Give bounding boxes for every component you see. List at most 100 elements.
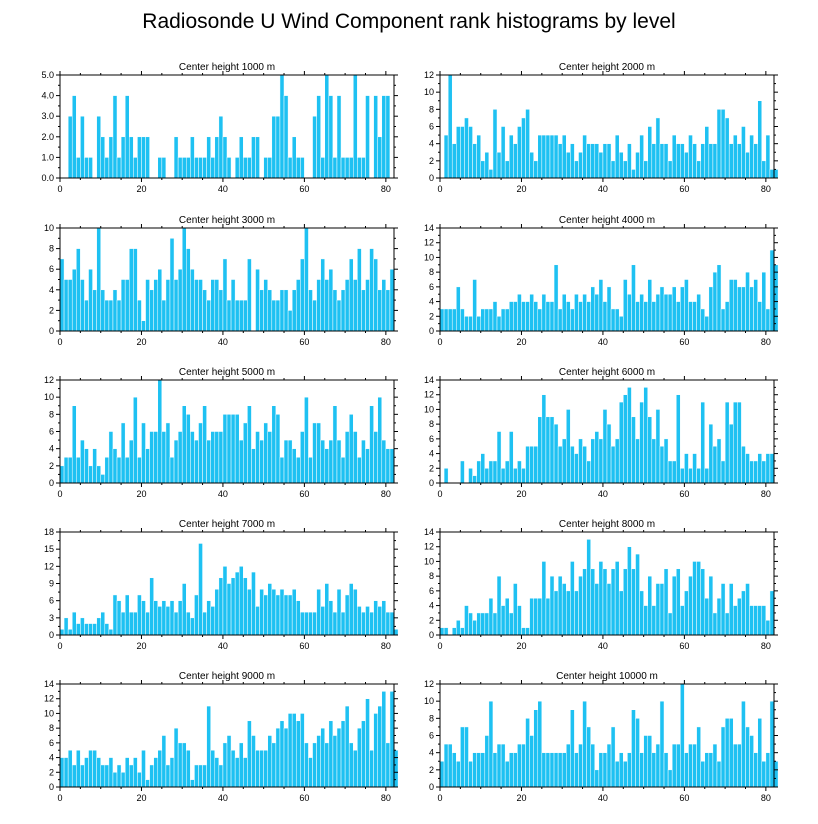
histogram-bar [574,160,579,179]
histogram-bar [369,405,374,484]
histogram-bar [557,308,563,332]
histogram-bar [271,299,277,332]
histogram-bar [324,279,330,332]
histogram-bar [88,749,93,788]
histogram-bar [320,606,325,636]
histogram-bar [190,136,195,179]
histogram-bar [578,575,583,636]
histogram-bar [574,590,579,636]
histogram-bar [300,258,305,332]
histogram-bar [476,460,481,484]
histogram-bar [500,126,506,179]
histogram-bar [594,431,600,484]
histogram-bar [496,575,502,636]
histogram-bar [161,431,167,484]
histogram-bar [291,448,297,484]
histogram-bar [635,718,640,788]
histogram-bar [149,289,154,332]
panel-title: Center height 9000 m [179,671,275,682]
histogram-bar [275,594,281,636]
histogram-bar [255,749,260,788]
histogram-bar [472,620,477,636]
histogram-bar [557,143,563,179]
x-tick-label: 20 [516,793,526,803]
x-tick-label: 20 [136,641,146,651]
histogram-bar [259,439,264,484]
histogram-bar [639,590,644,636]
histogram-bar [553,264,559,332]
histogram-bar [365,606,370,636]
histogram-bar [614,561,620,636]
histogram-bar [169,757,175,788]
histogram-bar [460,627,465,636]
x-tick-label: 20 [516,641,526,651]
histogram-bar [133,611,138,636]
histogram-bar [549,575,555,636]
histogram-bar [745,453,750,484]
histogram-bar [80,279,85,332]
histogram-bar [614,438,620,484]
histogram-bar [157,606,163,636]
panel-title: Center height 4000 m [559,215,655,226]
histogram-bar [451,143,457,179]
y-tick-label: 14 [424,375,434,385]
histogram-bar [773,264,779,332]
histogram-bar [769,700,775,788]
histogram-bar [357,248,362,332]
histogram-bar [88,157,93,179]
histogram-bar [692,143,697,179]
histogram-bar [643,605,648,636]
histogram-bar [504,308,510,332]
histogram-bar [84,157,89,179]
histogram-bar [492,301,498,332]
histogram-bar [443,134,449,179]
histogram-bar [300,713,305,788]
histogram-bar [353,74,358,179]
y-tick-label: 10 [424,87,434,97]
histogram-bar [247,405,252,484]
histogram-bar [655,743,661,788]
histogram-bar [336,727,342,788]
y-tick-label: 0 [49,478,54,488]
histogram-bar [328,720,334,788]
histogram-bar [655,583,661,636]
histogram-bar [357,727,362,788]
histogram-bar [720,726,726,788]
histogram-bar [651,438,657,484]
histogram-bar [696,293,701,332]
x-tick-label: 0 [437,489,442,499]
histogram-bar [553,423,559,484]
y-tick-label: 10 [424,696,434,706]
x-tick-label: 60 [679,184,689,194]
histogram-bar [476,316,481,332]
x-tick-label: 60 [679,641,689,651]
histogram-bar [537,134,543,179]
histogram-bar [667,293,673,332]
histogram-bar [594,583,600,636]
histogram-bar [688,134,693,179]
histogram-bar [389,448,395,484]
histogram-bar [647,575,653,636]
histogram-bar [651,605,657,636]
histogram-bar [484,468,490,484]
histogram-bar [328,95,334,179]
histogram-bar [112,289,118,332]
histogram-bar [287,439,293,484]
histogram-bar [684,152,689,179]
histogram-bar [704,597,710,636]
histogram-bar [720,109,726,179]
histogram-bar [500,308,506,332]
histogram-bar [133,157,138,179]
y-tick-label: 10 [44,708,54,718]
histogram-bar [369,611,374,636]
x-tick-label: 80 [761,184,771,194]
histogram-bar [251,735,256,788]
y-tick-label: 2 [429,765,434,775]
histogram-bar [202,764,207,788]
x-tick-label: 80 [381,337,391,347]
histogram-bar [275,299,281,332]
histogram-bar [353,588,358,636]
histogram-bar [365,448,370,484]
histogram-bar [484,152,490,179]
histogram-bar [484,612,490,636]
